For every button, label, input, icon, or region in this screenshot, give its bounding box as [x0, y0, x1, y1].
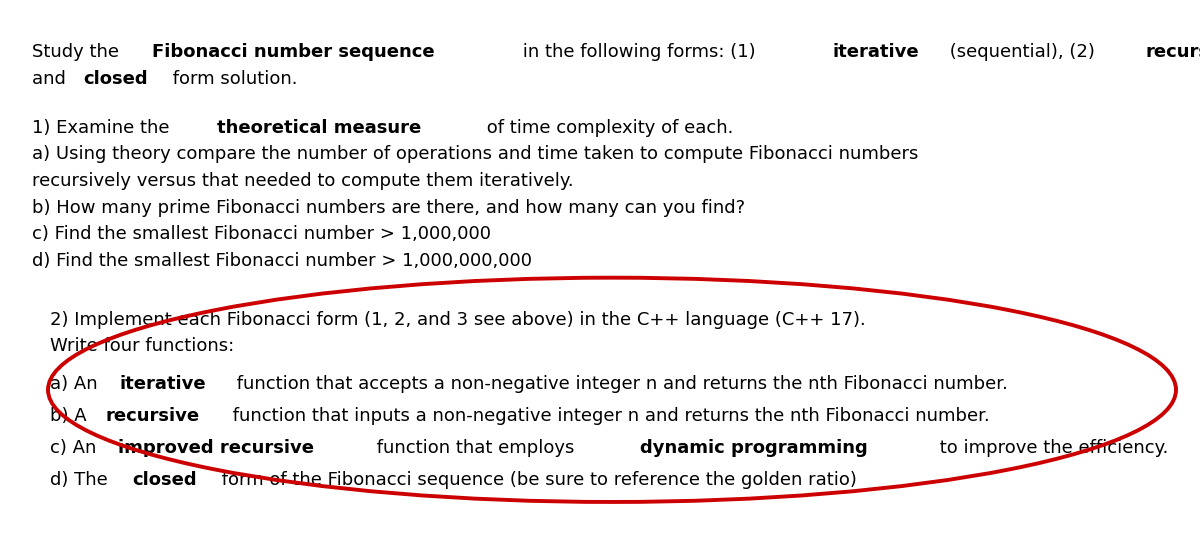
Text: recursive: recursive — [106, 407, 199, 425]
Text: improved recursive: improved recursive — [118, 439, 313, 457]
Text: (sequential), (2): (sequential), (2) — [944, 43, 1100, 61]
Text: closed: closed — [84, 70, 148, 89]
Text: c) Find the smallest Fibonacci number > 1,000,000: c) Find the smallest Fibonacci number > … — [32, 225, 492, 244]
Text: a) An: a) An — [50, 375, 103, 393]
Text: d) The: d) The — [50, 471, 114, 489]
Text: Fibonacci number sequence: Fibonacci number sequence — [152, 43, 434, 61]
Text: to improve the efficiency.: to improve the efficiency. — [935, 439, 1169, 457]
Text: closed: closed — [132, 471, 197, 489]
Text: in the following forms: (1): in the following forms: (1) — [517, 43, 761, 61]
Text: function that inputs a non-negative integer n and returns the nth Fibonacci numb: function that inputs a non-negative inte… — [227, 407, 989, 425]
Text: of time complexity of each.: of time complexity of each. — [481, 119, 733, 137]
Text: Write four functions:: Write four functions: — [50, 337, 235, 356]
Text: b) A: b) A — [50, 407, 92, 425]
Text: a) Using theory compare the number of operations and time taken to compute Fibon: a) Using theory compare the number of op… — [32, 145, 919, 163]
Text: c) An: c) An — [50, 439, 102, 457]
Text: Study the: Study the — [32, 43, 125, 61]
Text: function that employs: function that employs — [371, 439, 580, 457]
Text: function that accepts a non-negative integer n and returns the nth Fibonacci num: function that accepts a non-negative int… — [232, 375, 1008, 393]
Text: form of the Fibonacci sequence (be sure to reference the golden ratio): form of the Fibonacci sequence (be sure … — [216, 471, 857, 489]
Text: 2) Implement each Fibonacci form (1, 2, and 3 see above) in the C++ language (C+: 2) Implement each Fibonacci form (1, 2, … — [50, 311, 866, 329]
Text: theoretical measure: theoretical measure — [217, 119, 421, 137]
Text: iterative: iterative — [832, 43, 919, 61]
Text: iterative: iterative — [119, 375, 206, 393]
Text: recursive: recursive — [1146, 43, 1200, 61]
Text: recursively versus that needed to compute them iteratively.: recursively versus that needed to comput… — [32, 172, 574, 190]
Text: d) Find the smallest Fibonacci number > 1,000,000,000: d) Find the smallest Fibonacci number > … — [32, 252, 533, 270]
Text: b) How many prime Fibonacci numbers are there, and how many can you find?: b) How many prime Fibonacci numbers are … — [32, 199, 745, 217]
Text: form solution.: form solution. — [167, 70, 298, 89]
Text: and: and — [32, 70, 72, 89]
Text: 1) Examine the: 1) Examine the — [32, 119, 175, 137]
Text: dynamic programming: dynamic programming — [641, 439, 868, 457]
